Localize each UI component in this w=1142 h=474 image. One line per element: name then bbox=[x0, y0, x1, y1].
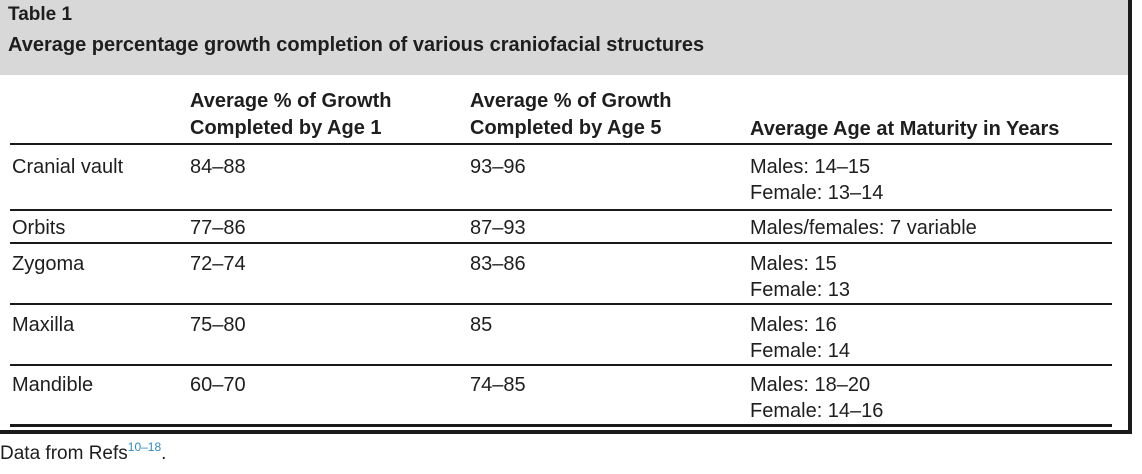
column-header-age5: Average % of Growth Completed by Age 5 bbox=[470, 88, 672, 142]
age5-cell: 93–96 bbox=[470, 156, 526, 178]
table-header: Table 1 Average percentage growth comple… bbox=[0, 0, 1128, 75]
structure-cell: Maxilla bbox=[12, 314, 75, 336]
age5-cell: 74–85 bbox=[470, 374, 526, 396]
age1-cell: 77–86 bbox=[190, 217, 246, 239]
row-divider bbox=[10, 209, 1112, 211]
source-refs[interactable]: 10–18 bbox=[127, 440, 162, 454]
maturity-line: Males: 14–15 bbox=[750, 156, 871, 178]
structure-cell: Mandible bbox=[12, 374, 94, 396]
maturity-line: Female: 14 bbox=[750, 340, 851, 362]
column-header-maturity: Average Age at Maturity in Years bbox=[750, 118, 1060, 140]
row-divider bbox=[10, 303, 1112, 305]
row-divider bbox=[10, 242, 1112, 244]
bottom-rule bbox=[10, 424, 1112, 427]
maturity-line: Males/females: 7 variable bbox=[750, 217, 977, 239]
column-header-age1-line1: Average % of Growth bbox=[190, 90, 392, 112]
column-header-age1-line2: Completed by Age 1 bbox=[190, 117, 382, 139]
maturity-cell: Males: 18–20 Female: 14–16 bbox=[750, 372, 883, 424]
age5-cell: 83–86 bbox=[470, 253, 526, 275]
maturity-line: Female: 13–14 bbox=[750, 182, 884, 204]
source-text: Data from Refs bbox=[0, 443, 128, 464]
maturity-line: Males: 16 bbox=[750, 314, 837, 336]
age1-cell: 60–70 bbox=[190, 374, 246, 396]
header-rule bbox=[10, 143, 1112, 145]
maturity-line: Males: 18–20 bbox=[750, 374, 871, 396]
maturity-cell: Males: 14–15 Female: 13–14 bbox=[750, 154, 883, 206]
column-header-age1: Average % of Growth Completed by Age 1 bbox=[190, 88, 392, 142]
maturity-line: Female: 13 bbox=[750, 279, 851, 301]
column-header-age5-line2: Completed by Age 5 bbox=[470, 117, 662, 139]
age1-cell: 84–88 bbox=[190, 156, 246, 178]
source-note: Data from Refs10–18. bbox=[0, 440, 166, 465]
maturity-cell: Males: 16 Female: 14 bbox=[750, 312, 850, 364]
structure-cell: Orbits bbox=[12, 217, 66, 239]
column-header-age5-line1: Average % of Growth bbox=[470, 90, 672, 112]
age1-cell: 75–80 bbox=[190, 314, 246, 336]
maturity-line: Female: 14–16 bbox=[750, 400, 884, 422]
age5-cell: 87–93 bbox=[470, 217, 526, 239]
age5-cell: 85 bbox=[470, 314, 493, 336]
maturity-cell: Males/females: 7 variable bbox=[750, 215, 977, 241]
structure-cell: Zygoma bbox=[12, 253, 85, 275]
table-caption: Average percentage growth completion of … bbox=[8, 34, 705, 56]
maturity-line: Males: 15 bbox=[750, 253, 837, 275]
source-end: . bbox=[161, 443, 167, 464]
structure-cell: Cranial vault bbox=[12, 156, 124, 178]
maturity-cell: Males: 15 Female: 13 bbox=[750, 251, 850, 303]
table-label: Table 1 bbox=[8, 4, 73, 25]
age1-cell: 72–74 bbox=[190, 253, 246, 275]
table-frame: Table 1 Average percentage growth comple… bbox=[0, 0, 1132, 434]
row-divider bbox=[10, 364, 1112, 366]
